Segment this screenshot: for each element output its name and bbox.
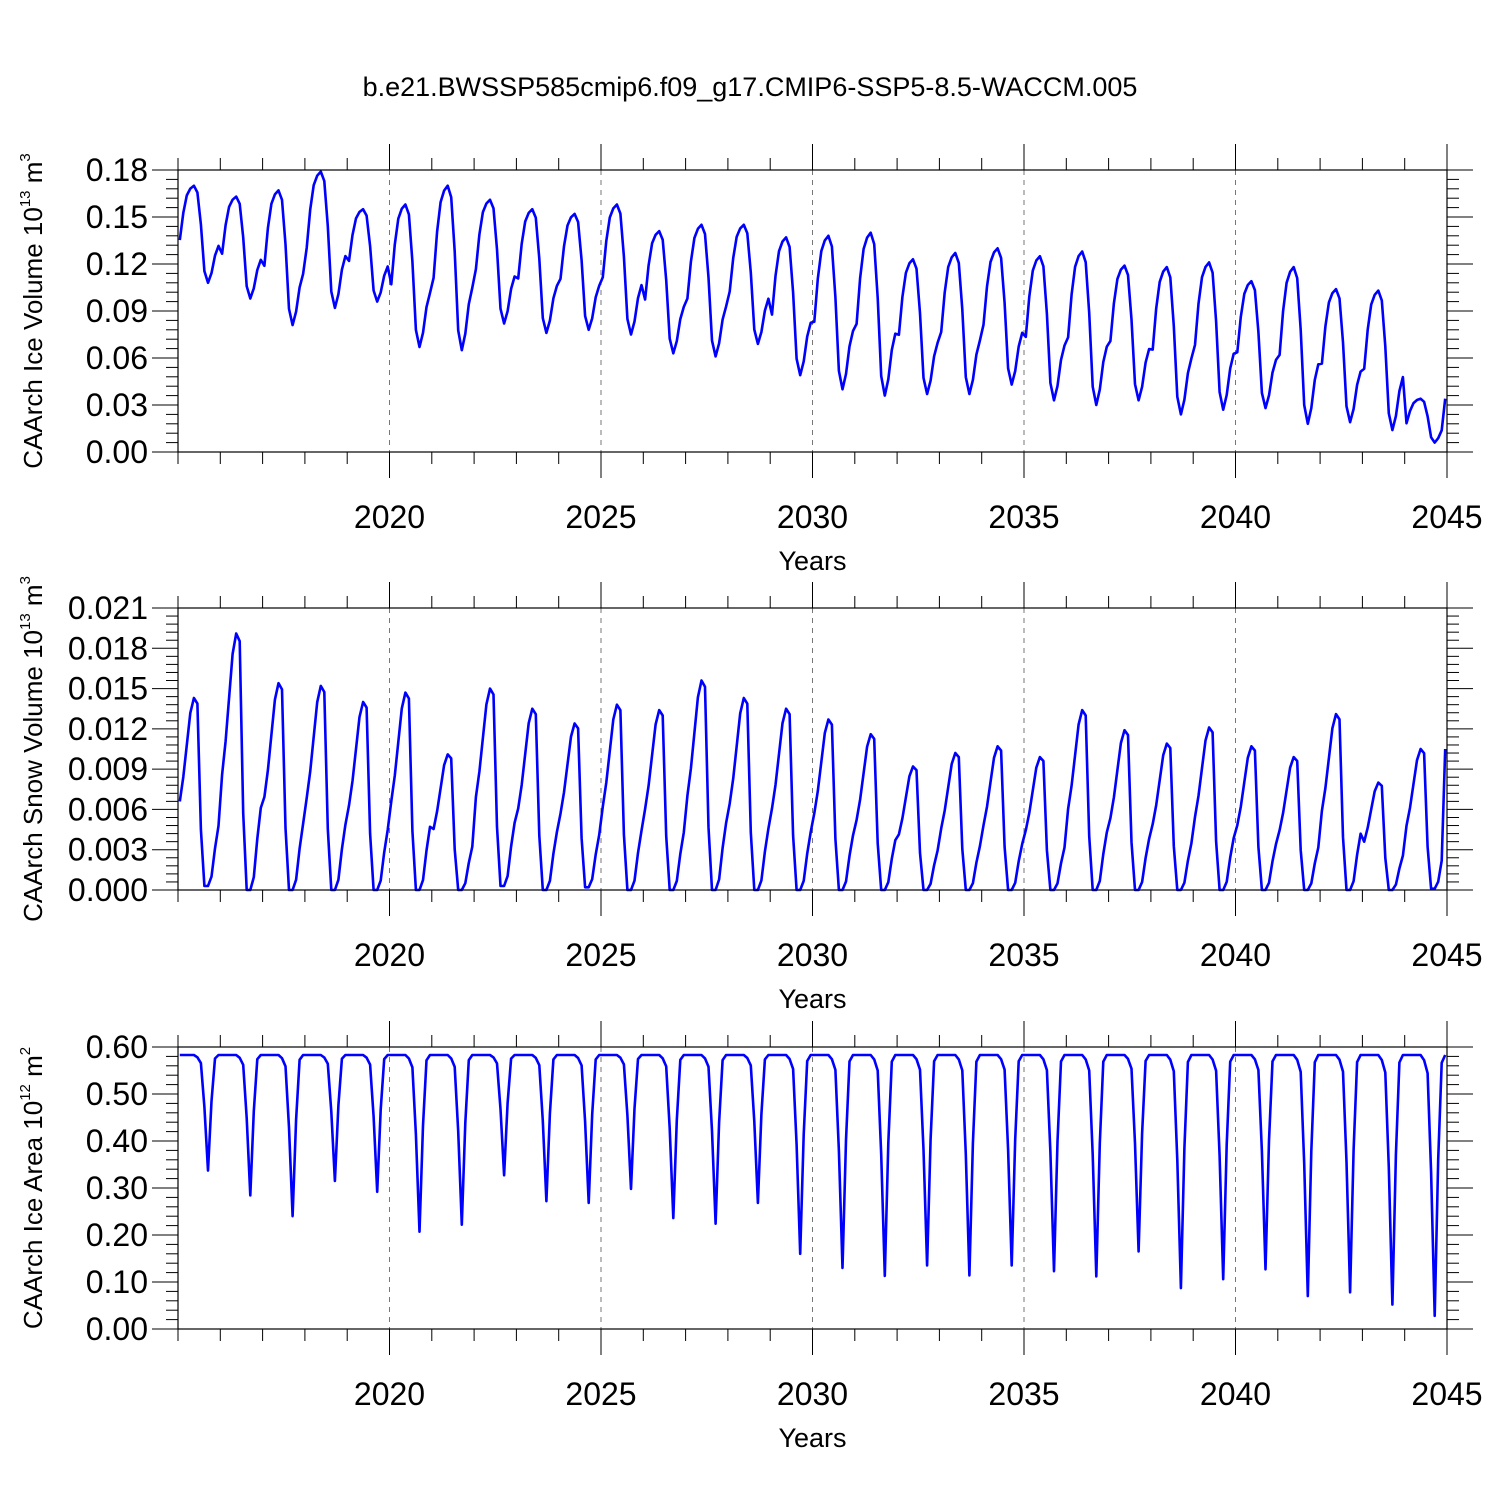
y-tick-label: 0.15 [86,199,148,235]
y-tick-label: 0.30 [86,1170,148,1206]
chart-title: b.e21.BWSSP585cmip6.f09_g17.CMIP6-SSP5-8… [363,72,1138,102]
x-tick-label: 2030 [777,1376,848,1412]
y-tick-label: 0.012 [68,711,148,747]
y-tick-label: 0.06 [86,340,148,376]
x-tick-label: 2040 [1200,1376,1271,1412]
x-tick-label: 2045 [1411,499,1482,535]
y-tick-label: 0.12 [86,246,148,282]
y-axis-label: CAArch Ice Volume 1013 m3 [17,153,48,469]
x-tick-label: 2045 [1411,1376,1482,1412]
x-tick-label: 2030 [777,499,848,535]
x-tick-label: 2035 [988,937,1059,973]
x-tick-label: 2025 [565,499,636,535]
y-tick-label: 0.50 [86,1076,148,1112]
x-tick-label: 2040 [1200,937,1271,973]
y-label-unit: m [18,162,48,191]
y-tick-label: 0.00 [86,434,148,470]
y-tick-label: 0.20 [86,1217,148,1253]
y-label-unit-exponent: 3 [17,153,34,161]
y-tick-label: 0.00 [86,1311,148,1347]
panel-3: 0.00 0.10 0.20 0.30 0.40 0.50 0.60 2020 2025 2030… [17,1021,1483,1453]
y-label-unit: m [18,1055,48,1084]
x-axis-label: Years [778,546,846,576]
x-tick-label: 2025 [565,937,636,973]
x-tick-label: 2045 [1411,937,1482,973]
y-tick-label: 0.018 [68,630,148,666]
x-axis-label: Years [778,984,846,1014]
y-tick-label: 0.03 [86,387,148,423]
y-label-unit-exponent: 2 [17,1047,34,1055]
y-label-base: CAArch Ice Volume 10 [18,207,48,469]
y-axis-label: CAArch Ice Area 1012 m2 [17,1047,48,1329]
y-label-unit: m [18,584,48,613]
y-tick-label: 0.015 [68,671,148,707]
y-label-exponent: 13 [17,190,34,207]
x-tick-label: 2025 [565,1376,636,1412]
y-tick-label: 0.021 [68,590,148,626]
series-line [178,632,1447,892]
y-tick-label: 0.000 [68,872,148,908]
y-tick-label: 0.009 [68,751,148,787]
y-tick-label: 0.003 [68,832,148,868]
x-axis-label: Years [778,1423,846,1453]
x-tick-label: 2035 [988,499,1059,535]
y-tick-label: 0.60 [86,1029,148,1065]
series-line [179,1053,1447,1318]
y-label-base: CAArch Ice Area 10 [18,1101,48,1329]
x-tick-label: 2020 [354,499,425,535]
y-tick-label: 0.10 [86,1264,148,1300]
y-label-exponent: 13 [17,613,34,630]
x-tick-label: 2020 [354,937,425,973]
x-tick-label: 2035 [988,1376,1059,1412]
y-tick-label: 0.18 [86,152,148,188]
y-tick-label: 0.40 [86,1123,148,1159]
y-label-unit-exponent: 3 [17,576,34,584]
x-tick-label: 2020 [354,1376,425,1412]
chart-panels: 0.00 0.03 0.06 0.09 0.12 0.15 0.18 2020 2025 2030… [17,144,1483,1453]
y-label-exponent: 12 [17,1084,34,1101]
panel-1: 0.00 0.03 0.06 0.09 0.12 0.15 0.18 2020 2025 2030… [17,144,1483,576]
series-line [178,170,1447,444]
x-tick-label: 2040 [1200,499,1271,535]
y-label-base: CAArch Snow Volume 10 [18,630,48,922]
y-tick-label: 0.006 [68,791,148,827]
y-tick-label: 0.09 [86,293,148,329]
panel-2: 0.000 0.003 0.006 0.009 0.012 0.015 0.018 0.021… [17,576,1483,1014]
x-tick-label: 2030 [777,937,848,973]
y-axis-label: CAArch Snow Volume 1013 m3 [17,576,48,922]
